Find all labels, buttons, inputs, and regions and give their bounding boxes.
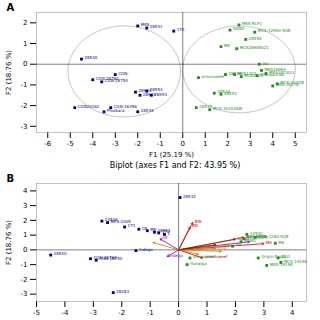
svg-text:-2: -2 — [118, 309, 125, 317]
svg-text:Var: Var — [262, 61, 269, 66]
svg-text:-5: -5 — [67, 140, 74, 148]
svg-text:Orig: Orig — [218, 245, 227, 250]
svg-text:MKS-RLP1: MKS-RLP1 — [242, 21, 262, 26]
svg-text:-1: -1 — [157, 140, 164, 148]
svg-text:0: 0 — [23, 246, 27, 254]
svg-text:3GO: 3GO — [281, 254, 290, 260]
svg-text:CGN-16356: CGN-16356 — [114, 104, 138, 109]
svg-text:0: 0 — [181, 140, 185, 148]
svg-text:-5: -5 — [33, 309, 40, 317]
svg-text:B: B — [7, 173, 15, 184]
svg-text:-3: -3 — [90, 309, 97, 317]
svg-text:28532: 28532 — [183, 194, 196, 199]
svg-text:SAND: SAND — [244, 238, 256, 243]
svg-text:-1: -1 — [147, 309, 154, 317]
svg-text:MKS16993: MKS16993 — [265, 67, 287, 72]
svg-text:MKS-19198: MKS-19198 — [269, 261, 293, 267]
svg-text:28553: 28553 — [149, 87, 163, 93]
svg-text:OE: OE — [162, 235, 168, 240]
svg-text:-3: -3 — [21, 290, 28, 298]
svg-text:1: 1 — [167, 231, 170, 236]
svg-text:0: 0 — [176, 309, 180, 317]
svg-text:-4: -4 — [89, 140, 97, 148]
svg-text:4: 4 — [290, 309, 295, 317]
svg-text:-2: -2 — [134, 140, 141, 148]
svg-text:3: 3 — [262, 309, 266, 317]
svg-text:A: A — [7, 2, 15, 13]
svg-text:170: 170 — [161, 229, 170, 235]
svg-text:-1: -1 — [21, 81, 28, 89]
svg-text:BN: BN — [192, 223, 198, 228]
svg-text:-3: -3 — [112, 140, 119, 148]
svg-text:28534: 28534 — [141, 108, 154, 113]
svg-text:Origin-Exotic: Origin-Exotic — [261, 254, 287, 260]
svg-text:F1 (25.19 %): F1 (25.19 %) — [149, 151, 194, 159]
svg-text:5: 5 — [293, 140, 297, 148]
svg-text:BW: BW — [194, 218, 202, 224]
svg-text:M6: M6 — [266, 240, 272, 245]
svg-text:MCS28985021: MCS28985021 — [240, 45, 270, 50]
svg-text:171: 171 — [128, 223, 136, 228]
svg-text:2: 2 — [233, 309, 237, 317]
svg-text:MCS-1280-5GB: MCS-1280-5GB — [258, 234, 288, 239]
svg-text:onionsweet: onionsweet — [202, 74, 225, 79]
svg-text:28540: 28540 — [54, 251, 67, 256]
svg-text:28537: 28537 — [199, 104, 212, 109]
svg-text:MK: MK — [224, 43, 230, 48]
svg-text:onionsweet: onionsweet — [193, 254, 216, 259]
svg-text:MCS-12990-5GB: MCS-12990-5GB — [258, 28, 291, 33]
svg-text:Harwiga: Harwiga — [190, 261, 207, 266]
svg-text:M6: M6 — [278, 240, 284, 245]
svg-text:1: 1 — [205, 309, 209, 317]
svg-text:28516: 28516 — [228, 70, 242, 76]
svg-text:2: 2 — [226, 140, 230, 148]
svg-text:CGN20182: CGN20182 — [78, 104, 100, 109]
svg-text:Sharpachad: Sharpachad — [260, 72, 284, 77]
svg-text:MCS-19198: MCS-19198 — [284, 259, 307, 264]
svg-text:MK: MK — [150, 227, 156, 232]
svg-text:28553: 28553 — [157, 228, 171, 234]
svg-text:-3: -3 — [21, 123, 28, 131]
svg-text:MCS-301030W: MCS-301030W — [213, 106, 242, 111]
svg-text:0: 0 — [23, 60, 27, 68]
svg-text:1: 1 — [23, 231, 27, 239]
svg-text:1: 1 — [23, 40, 27, 48]
svg-text:-1: -1 — [21, 261, 28, 269]
svg-text:28953: 28953 — [154, 92, 167, 97]
svg-text:MKS-16278: MKS-16278 — [276, 82, 299, 87]
svg-text:3: 3 — [248, 140, 252, 148]
svg-text:28283: 28283 — [116, 289, 129, 294]
svg-text:SAND: SAND — [233, 26, 244, 31]
svg-text:F2 (18.76 %): F2 (18.76 %) — [5, 50, 13, 95]
svg-text:4: 4 — [23, 187, 28, 195]
svg-text:-2: -2 — [21, 276, 28, 284]
svg-text:F2 (18.76 %): F2 (18.76 %) — [5, 220, 13, 265]
svg-text:MKS1322: MKS1322 — [238, 71, 257, 76]
svg-text:MKS-2005: MKS-2005 — [110, 218, 131, 224]
svg-text:28540: 28540 — [85, 55, 98, 60]
svg-text:4: 4 — [271, 140, 276, 148]
svg-text:CGN-18750: CGN-18750 — [105, 78, 129, 83]
svg-text:28550: 28550 — [249, 36, 262, 41]
svg-text:OE: OE — [142, 226, 148, 231]
svg-text:CGN-: CGN- — [118, 71, 129, 76]
svg-text:170: 170 — [177, 27, 185, 32]
svg-text:-6: -6 — [44, 140, 52, 148]
svg-text:Indego: Indego — [169, 253, 183, 258]
svg-text:2: 2 — [23, 19, 27, 27]
svg-text:28553: 28553 — [224, 91, 237, 96]
html-text:Biplot (axes F1 and F2: 43.95: Biplot (axes F1 and F2: 43.95 %) — [109, 161, 241, 170]
svg-text:-4: -4 — [61, 309, 69, 317]
svg-text:14530: 14530 — [250, 231, 263, 236]
svg-text:-2: -2 — [21, 102, 28, 110]
svg-text:2: 2 — [23, 217, 27, 225]
svg-text:MKS: MKS — [141, 22, 150, 27]
svg-text:28531: 28531 — [150, 24, 163, 29]
svg-text:Indego: Indego — [139, 247, 153, 252]
svg-text:59: 59 — [236, 242, 242, 247]
svg-text:CGN-18750: CGN-18750 — [99, 256, 123, 261]
svg-text:3: 3 — [23, 202, 27, 210]
svg-text:1: 1 — [203, 140, 207, 148]
svg-text:Phulkara: Phulkara — [107, 108, 125, 114]
